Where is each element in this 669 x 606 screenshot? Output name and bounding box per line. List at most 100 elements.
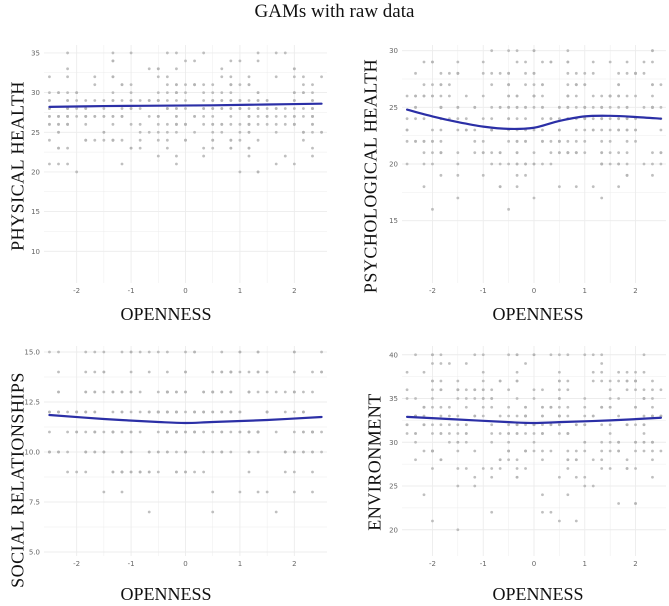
data-point: [591, 60, 595, 64]
data-point: [238, 99, 242, 102]
data-point: [184, 91, 187, 94]
data-point: [608, 128, 612, 132]
data-point: [464, 128, 468, 132]
data-point: [634, 370, 637, 374]
data-point: [405, 397, 409, 400]
data-point: [320, 130, 323, 134]
data-point: [156, 91, 160, 94]
data-point: [75, 107, 79, 110]
data-point: [447, 83, 451, 87]
data-point: [66, 162, 69, 166]
data-point: [265, 390, 269, 394]
data-point: [464, 397, 468, 400]
data-point: [311, 154, 314, 158]
data-point: [473, 128, 477, 132]
data-point: [490, 117, 494, 121]
data-point: [283, 450, 287, 454]
data-point: [464, 388, 468, 392]
data-point: [292, 162, 296, 166]
data-point: [405, 388, 409, 392]
data-point: [456, 128, 460, 132]
figure-title: GAMs with raw data: [254, 1, 415, 22]
data-point: [283, 470, 287, 474]
data-point: [165, 138, 169, 142]
data-point: [498, 414, 502, 418]
data-point: [292, 67, 296, 71]
data-point: [202, 51, 206, 55]
data-point: [147, 350, 151, 354]
data-point: [238, 83, 242, 87]
data-point: [84, 350, 88, 354]
data-point: [274, 430, 278, 434]
data-point: [147, 115, 151, 118]
data-point: [490, 405, 494, 409]
data-point: [439, 388, 443, 392]
data-point: [524, 71, 527, 75]
data-point: [111, 470, 115, 474]
data-point: [566, 405, 570, 409]
data-point: [48, 122, 51, 126]
data-point: [557, 519, 561, 523]
x-tick-label: -2: [429, 287, 436, 295]
data-point: [625, 162, 629, 166]
data-point: [292, 115, 296, 118]
data-point: [583, 440, 587, 444]
x-tick-label: 0: [183, 287, 187, 295]
data-point: [229, 83, 233, 87]
data-point: [557, 405, 561, 409]
data-point: [600, 128, 604, 132]
data-point: [507, 139, 511, 143]
data-point: [507, 94, 511, 98]
data-point: [156, 410, 160, 414]
data-point: [464, 467, 468, 470]
data-point: [193, 410, 196, 414]
data-point: [515, 432, 519, 435]
x-tick-label: -2: [73, 287, 80, 295]
data-point: [600, 196, 604, 200]
data-point: [431, 162, 434, 166]
data-point: [75, 170, 79, 174]
data-point: [617, 105, 621, 109]
data-point: [600, 139, 604, 143]
data-point: [651, 151, 654, 155]
data-point: [184, 450, 187, 454]
data-point: [414, 440, 417, 444]
data-point: [583, 128, 587, 132]
data-point: [464, 117, 468, 121]
x-tick-label: 0: [183, 560, 187, 568]
data-point: [651, 379, 654, 383]
data-point: [129, 146, 133, 150]
data-point: [256, 51, 260, 55]
data-point: [634, 128, 637, 132]
data-point: [292, 410, 296, 414]
data-point: [625, 94, 629, 98]
data-point: [524, 117, 527, 121]
data-point: [532, 49, 536, 53]
data-point: [583, 423, 587, 427]
data-point: [202, 390, 206, 394]
data-point: [515, 49, 519, 53]
data-point: [515, 94, 519, 98]
data-point: [515, 353, 519, 357]
data-point: [229, 59, 233, 63]
data-point: [549, 117, 553, 121]
data-point: [574, 128, 578, 132]
data-point: [238, 490, 242, 494]
data-point: [120, 470, 124, 474]
data-point: [464, 94, 468, 98]
data-point: [66, 410, 69, 414]
data-point: [557, 151, 561, 155]
data-point: [66, 91, 69, 94]
data-point: [651, 405, 654, 409]
data-point: [574, 423, 578, 427]
data-point: [156, 350, 160, 354]
data-point: [102, 430, 106, 434]
data-point: [574, 83, 578, 87]
data-point: [184, 138, 187, 142]
data-point: [66, 430, 69, 434]
data-point: [111, 390, 115, 394]
data-point: [405, 423, 409, 427]
data-point: [202, 107, 206, 110]
data-point: [422, 162, 426, 166]
